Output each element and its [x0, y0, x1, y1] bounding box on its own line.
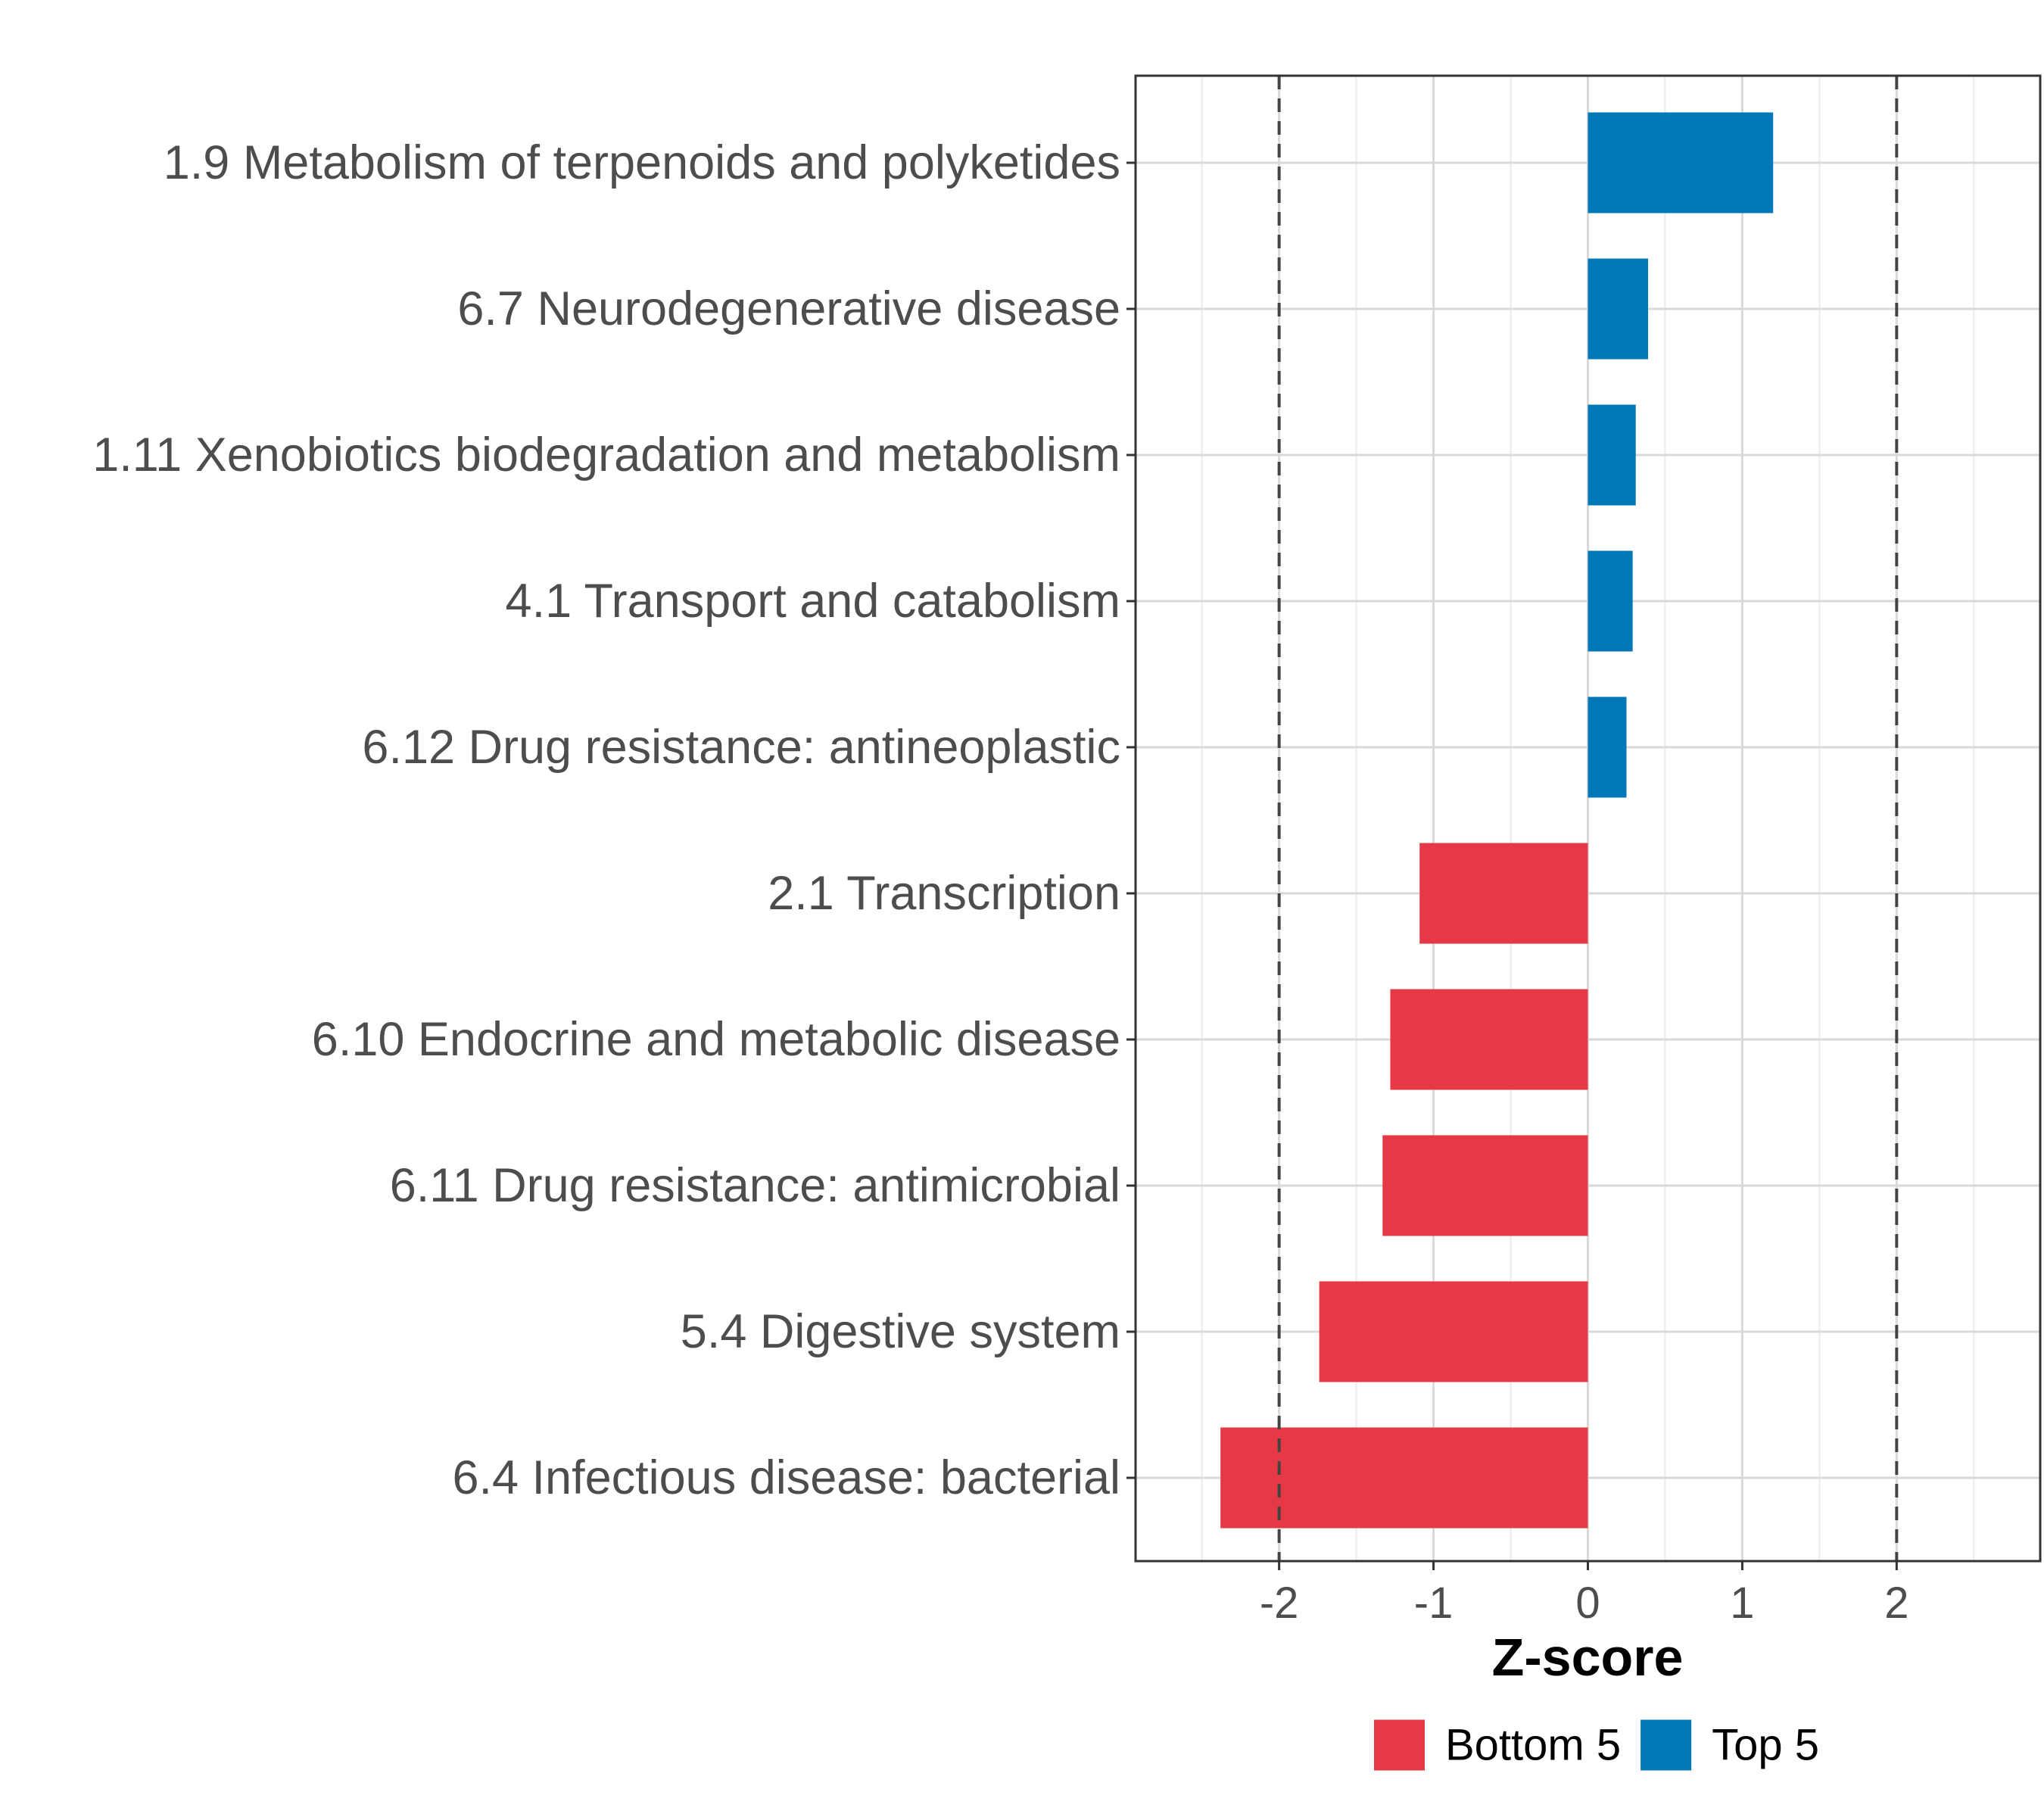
x-axis: -2 -1 0 1 2: [1260, 1561, 1908, 1628]
bar: [1588, 697, 1627, 798]
y-tick-label: 4.1 Transport and catabolism: [506, 575, 1120, 628]
bar: [1382, 1135, 1588, 1236]
legend-label: Top 5: [1712, 1721, 1819, 1770]
y-tick-label: 6.12 Drug resistance: antineoplastic: [362, 721, 1120, 774]
x-tick-label: 1: [1730, 1579, 1754, 1628]
bar: [1588, 112, 1774, 213]
legend-key: [1640, 1719, 1692, 1771]
x-tick-label: 0: [1575, 1579, 1600, 1628]
bar: [1390, 989, 1588, 1090]
bar: [1419, 843, 1588, 944]
y-tick-label: 1.11 Xenobiotics biodegradation and meta…: [92, 429, 1120, 482]
y-tick-label: 6.11 Drug resistance: antimicrobial: [390, 1159, 1120, 1212]
legend-label: Bottom 5: [1445, 1721, 1621, 1770]
y-tick-label: 6.7 Neurodegenerative disease: [457, 282, 1120, 335]
y-axis: 1.9 Metabolism of terpenoids and polyket…: [92, 136, 1136, 1504]
legend-key: [1374, 1719, 1425, 1771]
y-tick-label: 6.4 Infectious disease: bacterial: [452, 1451, 1120, 1504]
x-axis-title: Z-score: [1492, 1628, 1684, 1687]
bar: [1319, 1281, 1588, 1382]
legend: Bottom 5 Top 5: [1374, 1719, 1819, 1771]
reference-lines: [1277, 76, 1899, 1561]
x-tick-label: -2: [1260, 1579, 1299, 1628]
y-tick-label: 1.9 Metabolism of terpenoids and polyket…: [164, 136, 1120, 189]
x-tick-label: -1: [1414, 1579, 1454, 1628]
y-tick-label: 5.4 Digestive system: [681, 1305, 1120, 1358]
y-tick-label: 2.1 Transcription: [768, 867, 1120, 920]
y-tick-label: 6.10 Endocrine and metabolic disease: [312, 1013, 1120, 1066]
x-tick-label: 2: [1884, 1579, 1908, 1628]
bar: [1220, 1427, 1588, 1529]
bar: [1588, 550, 1633, 652]
bar: [1588, 258, 1649, 360]
bar: [1588, 404, 1636, 506]
bars: [1220, 112, 1774, 1529]
